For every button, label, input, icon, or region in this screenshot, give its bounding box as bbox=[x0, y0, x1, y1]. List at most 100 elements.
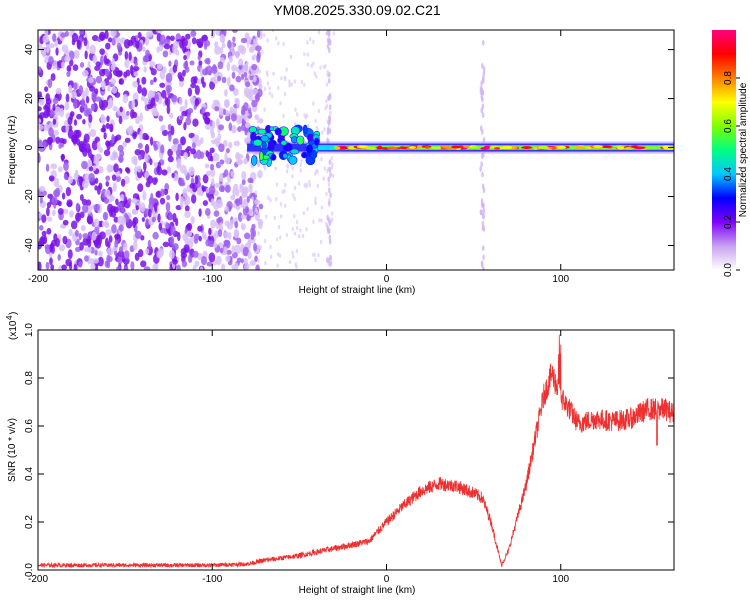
stripe-cell bbox=[328, 159, 332, 166]
noise-cell bbox=[211, 177, 215, 187]
noise-cell bbox=[123, 71, 128, 78]
noise-cell bbox=[156, 165, 160, 173]
noise-cell bbox=[66, 71, 71, 77]
noise-cell bbox=[169, 236, 175, 246]
signal-hot bbox=[616, 146, 625, 150]
noise-cell bbox=[210, 219, 217, 229]
noise-cell bbox=[101, 221, 106, 227]
signal-hot bbox=[408, 146, 417, 149]
noise-cell bbox=[180, 252, 188, 259]
noise-cell bbox=[121, 216, 126, 226]
signal-blob bbox=[305, 144, 314, 154]
noise-cell bbox=[217, 75, 222, 82]
noise-cell bbox=[83, 133, 90, 144]
noise-cell bbox=[210, 132, 216, 139]
noise-cell bbox=[244, 122, 251, 129]
signal-blob bbox=[252, 139, 263, 147]
noise-cell bbox=[234, 97, 239, 104]
noise-cell bbox=[104, 68, 110, 77]
noise-cell bbox=[228, 122, 233, 132]
noise-cell bbox=[291, 226, 295, 232]
noise-cell bbox=[228, 141, 233, 149]
noise-cell bbox=[226, 76, 231, 87]
noise-cell bbox=[212, 99, 220, 106]
signal-hot bbox=[494, 146, 501, 150]
stripe-cell bbox=[479, 125, 483, 132]
noise-cell bbox=[194, 98, 200, 107]
noise-cell bbox=[42, 35, 50, 43]
noise-cell bbox=[225, 255, 231, 263]
noise-cell bbox=[248, 185, 253, 194]
noise-cell bbox=[117, 144, 124, 153]
noise-cell bbox=[306, 123, 310, 129]
noise-cell bbox=[179, 97, 183, 106]
noise-cell bbox=[81, 98, 86, 109]
noise-cell bbox=[240, 109, 246, 116]
noise-cell bbox=[38, 140, 43, 149]
noise-cell bbox=[109, 123, 114, 133]
noise-cell bbox=[208, 185, 216, 195]
noise-cell bbox=[183, 169, 188, 176]
noise-cell bbox=[111, 37, 116, 46]
noise-cell bbox=[82, 204, 89, 214]
noise-cell bbox=[276, 263, 279, 268]
noise-cell bbox=[44, 86, 49, 92]
noise-cell bbox=[62, 219, 69, 226]
stripe-cell bbox=[327, 47, 331, 54]
signal-hot bbox=[431, 146, 442, 150]
noise-cell bbox=[123, 250, 130, 260]
noise-cell bbox=[47, 193, 54, 199]
noise-cell bbox=[260, 170, 263, 176]
noise-cell bbox=[232, 36, 236, 43]
noise-cell bbox=[62, 138, 67, 145]
noise-cell bbox=[224, 157, 231, 165]
noise-cell bbox=[105, 181, 110, 187]
noise-cell bbox=[159, 44, 164, 52]
signal-hot bbox=[471, 145, 476, 149]
noise-cell bbox=[78, 85, 84, 95]
noise-cell bbox=[320, 205, 324, 210]
noise-cell bbox=[159, 70, 166, 80]
noise-cell bbox=[73, 263, 78, 270]
noise-cell bbox=[296, 225, 299, 231]
noise-cell bbox=[227, 205, 232, 212]
noise-cell bbox=[71, 32, 79, 43]
noise-cell bbox=[181, 110, 187, 117]
snr-x-ticks: -200 -100 0 100 bbox=[28, 330, 570, 585]
noise-cell bbox=[227, 39, 232, 49]
snr-y-tick-label: 0.0 bbox=[24, 563, 35, 577]
noise-cell bbox=[201, 231, 206, 240]
noise-cell bbox=[94, 65, 101, 71]
stripe-cell bbox=[329, 192, 332, 199]
noise-cell bbox=[204, 208, 211, 216]
noise-cell bbox=[164, 38, 171, 45]
noise-cell bbox=[137, 154, 142, 161]
noise-cell bbox=[146, 103, 153, 110]
noise-cell bbox=[46, 216, 53, 222]
noise-cell bbox=[58, 265, 63, 270]
noise-cell bbox=[111, 174, 117, 181]
noise-cell bbox=[139, 130, 143, 141]
stripe-cell bbox=[481, 183, 485, 190]
noise-cell bbox=[113, 163, 119, 173]
noise-cell bbox=[42, 140, 47, 150]
noise-cell bbox=[225, 147, 230, 154]
noise-cell bbox=[135, 115, 141, 125]
spectrogram-y-tick-label: 40 bbox=[24, 44, 35, 56]
noise-cell bbox=[98, 182, 103, 190]
noise-cell bbox=[110, 77, 116, 85]
noise-cell bbox=[44, 102, 51, 111]
noise-cell bbox=[110, 155, 115, 161]
stripe-cell bbox=[482, 39, 485, 46]
noise-cell bbox=[251, 196, 254, 201]
noise-cell bbox=[38, 212, 43, 219]
noise-cell bbox=[299, 168, 302, 173]
noise-cell bbox=[285, 67, 288, 72]
noise-cell bbox=[145, 181, 151, 188]
noise-cell bbox=[91, 92, 97, 102]
noise-cell bbox=[293, 231, 297, 236]
noise-cell bbox=[178, 181, 186, 187]
noise-cell bbox=[325, 191, 328, 197]
colorbar-tick-label: 0.4 bbox=[723, 167, 734, 181]
noise-cell bbox=[119, 193, 125, 201]
